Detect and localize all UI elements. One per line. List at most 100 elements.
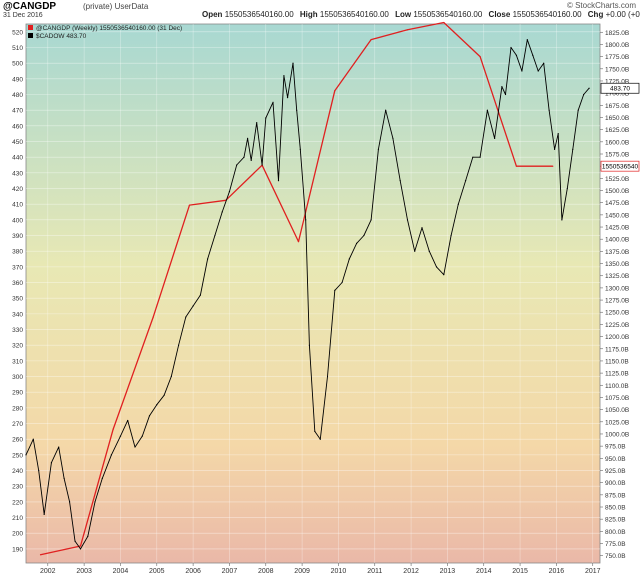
current-value-label: 483.70 (610, 86, 630, 93)
cadow-point (296, 109, 298, 111)
close-value: 1550536540160.00 (512, 10, 582, 19)
cadow-point (63, 477, 65, 479)
gdp-point (39, 554, 42, 556)
cadow-point (163, 394, 165, 396)
cadow-point (341, 281, 343, 284)
y-tick-label-right: 1275.0B (605, 298, 629, 305)
cadow-point (192, 305, 194, 307)
cadow-point (588, 87, 590, 89)
cadow-point (207, 258, 209, 260)
cadow-point (486, 109, 488, 111)
cadow-point (261, 164, 263, 166)
y-tick-label-left: 300 (12, 374, 23, 381)
y-tick-label-left: 250 (12, 452, 23, 459)
y-tick-label-left: 270 (12, 421, 23, 428)
cadow-point (286, 97, 289, 99)
y-tick-label-left: 440 (12, 155, 23, 162)
cadow-point (392, 137, 394, 139)
y-tick-label-left: 330 (12, 327, 23, 334)
as-of-date: 31 Dec 2016 (3, 12, 43, 19)
series-layer (25, 21, 590, 556)
cadow-point (385, 109, 387, 111)
cadow-point (247, 137, 249, 139)
y-tick-label-left: 350 (12, 296, 23, 303)
y-tick-label-right: 875.0B (605, 492, 626, 499)
cadow-point (406, 219, 409, 221)
y-tick-label-left: 500 (12, 61, 23, 68)
y-tick-label-left: 230 (12, 484, 23, 491)
y-tick-label-left: 430 (12, 170, 23, 177)
y-tick-label-right: 975.0B (605, 444, 626, 451)
y-tick-label-left: 360 (12, 280, 23, 287)
y-tick-label-right: 1125.0B (605, 371, 629, 378)
gdp-point (188, 204, 191, 206)
y-tick-label-right: 750.0B (605, 553, 626, 560)
cadow-point (94, 501, 96, 503)
y-tick-label-left: 210 (12, 515, 23, 522)
cadow-point (277, 180, 280, 182)
axes-layer: 190 200 210 220 230 240 250 260 270 280 290 300 310 3… (12, 29, 640, 575)
y-tick-label-right: 950.0B (605, 456, 626, 463)
x-tick-label: 2005 (149, 568, 165, 575)
cadow-point (265, 117, 267, 119)
y-tick-label-left: 310 (12, 358, 23, 365)
y-tick-label-right: 1350.0B (605, 261, 629, 268)
y-tick-label-left: 200 (12, 531, 23, 538)
legend-swatch (28, 25, 33, 30)
y-tick-label-left: 380 (12, 249, 23, 256)
cadow-point (250, 159, 252, 161)
x-tick-label: 2004 (113, 568, 129, 575)
cadow-point (370, 219, 372, 221)
gdp-point (112, 428, 114, 430)
close-key: Close (488, 10, 511, 19)
low-value: 1550536540160.00 (413, 10, 483, 19)
x-tick-label: 2016 (549, 568, 565, 575)
gdp-point (515, 165, 518, 167)
grid-lines (26, 24, 600, 563)
cadow-point (548, 109, 550, 111)
y-tick-label-right: 1575.0B (605, 152, 629, 159)
y-tick-label-right: 1500.0B (605, 188, 629, 195)
y-tick-label-left: 290 (12, 390, 23, 397)
cadow-line (25, 39, 590, 550)
cadow-point (561, 219, 563, 221)
cadow-point (221, 211, 223, 213)
y-tick-label-right: 1675.0B (605, 103, 629, 110)
y-tick-label-right: 1525.0B (605, 176, 629, 183)
cadow-point (141, 435, 143, 437)
cadow-point (443, 274, 445, 276)
cadow-point (577, 109, 579, 111)
y-tick-label-right: 1600.0B (605, 139, 629, 146)
cadow-point (334, 289, 336, 291)
y-tick-label-right: 1775.0B (605, 54, 629, 61)
gdp-point (79, 545, 82, 547)
cadow-point (148, 415, 151, 417)
y-tick-label-right: 1450.0B (605, 212, 629, 219)
y-tick-label-left: 340 (12, 311, 23, 318)
cadow-point (479, 156, 481, 158)
chart-title: @CANGDP (3, 1, 57, 12)
cadow-point (521, 70, 523, 72)
cadow-point (243, 156, 245, 158)
y-tick-label-right: 1100.0B (605, 383, 629, 390)
gdp-point (370, 38, 372, 41)
y-tick-label-right: 1475.0B (605, 200, 629, 207)
y-tick-label-right: 1725.0B (605, 78, 629, 85)
x-tick-label: 2013 (440, 568, 456, 575)
x-tick-label: 2015 (512, 568, 528, 575)
current-value-label: 1550536540 (602, 164, 639, 171)
cadow-point (43, 513, 45, 516)
y-tick-label-left: 220 (12, 499, 23, 506)
x-tick-label: 2017 (585, 568, 601, 575)
cadow-point (428, 250, 430, 252)
low-key: Low (395, 10, 412, 19)
cadow-point (472, 156, 474, 158)
cadow-point (127, 419, 129, 422)
ohlc-readout: Open 1550536540160.00 High 1550536540160… (198, 10, 640, 19)
y-tick-label-left: 370 (12, 264, 23, 271)
y-tick-label-right: 1200.0B (605, 334, 629, 341)
chg-value: +0.00 (+0.00%) (605, 10, 640, 19)
cadow-point (156, 404, 158, 406)
y-tick-label-left: 410 (12, 202, 23, 209)
